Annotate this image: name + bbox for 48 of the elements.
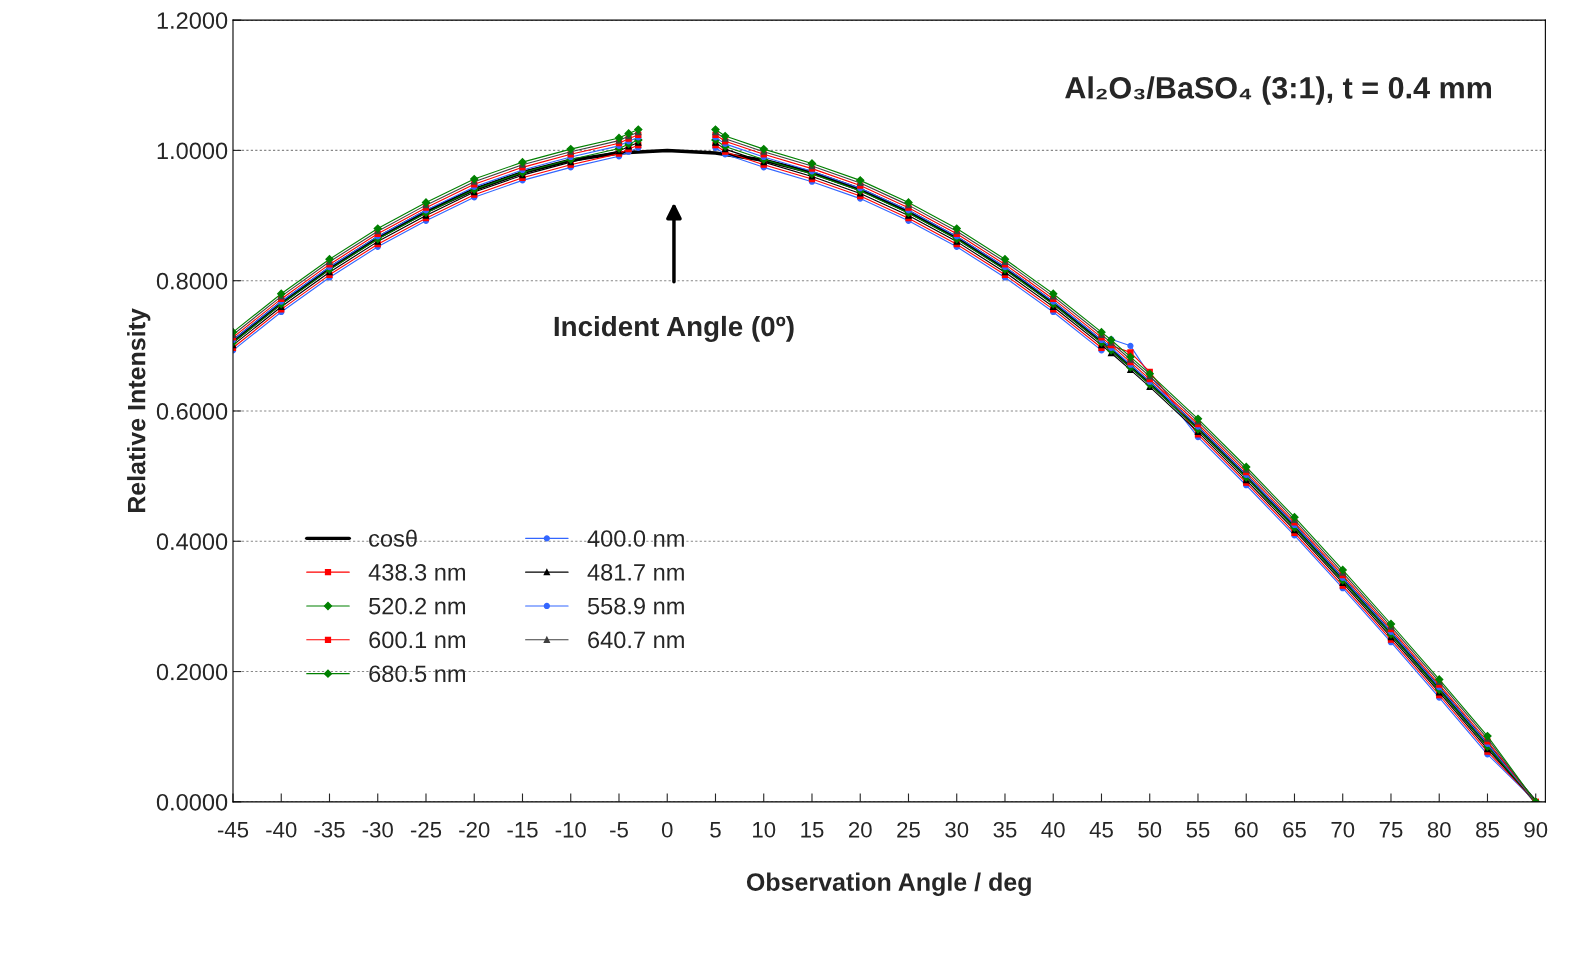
legend-label: 481.7 nm (587, 563, 684, 581)
legend-label: 438.3 nm (368, 563, 466, 581)
x-tick-label: 45 (1089, 822, 1113, 838)
y-tick-label: 1.2000 (157, 12, 228, 29)
annotation: Incident Angle (0º) (554, 315, 794, 342)
x-tick-label: 85 (1476, 821, 1499, 838)
x-tick-label: 55 (1186, 822, 1210, 838)
x-tick-label: 35 (993, 821, 1017, 838)
x-tick-label: -5 (610, 822, 628, 838)
legend-label: 558.9 nm (587, 597, 684, 615)
x-tick-label: 40 (1041, 821, 1065, 838)
x-tick-label: -10 (555, 821, 586, 838)
x-tick-label: 20 (849, 821, 872, 838)
x-tick-label: -30 (362, 821, 393, 838)
x-tick-label: -25 (410, 821, 442, 838)
x-tick-label: -15 (507, 822, 538, 838)
legend-label: 640.7 nm (588, 631, 684, 649)
y-tick-label: 0.6000 (156, 403, 228, 420)
x-tick-label: 70 (1331, 821, 1355, 838)
x-tick-label: -40 (266, 821, 297, 838)
x-tick-label: 10 (753, 821, 776, 838)
x-tick-label: 80 (1427, 821, 1451, 838)
legend-label: 520.2 nm (369, 597, 466, 615)
x-tick-label: 5 (710, 822, 721, 838)
x-tick-label: 60 (1235, 821, 1258, 838)
y-tick-label: 0.0000 (156, 793, 228, 811)
x-tick-label: -45 (217, 822, 249, 838)
legend-label: 400.0 nm (587, 530, 684, 547)
x-tick-label: 30 (945, 821, 969, 838)
annotation: Al₂O₃/BaSO₄ (3:1), t = 0.4 mm (1065, 76, 1491, 105)
x-tick-label: 15 (801, 822, 824, 838)
legend-label: cosθ (369, 529, 417, 547)
x-tick-label: 90 (1524, 821, 1548, 838)
y-tick-label: 0.2000 (156, 663, 228, 681)
x-tick-label: -20 (459, 821, 490, 838)
legend-label: 680.5 nm (369, 665, 466, 683)
x-tick-label: 50 (1138, 821, 1162, 838)
x-tick-label: -35 (314, 821, 345, 838)
x-tick-label: 0 (661, 821, 673, 838)
y-tick-label: 0.4000 (156, 533, 228, 551)
x-tick-label: 25 (897, 821, 920, 838)
x-axis-title: Observation Angle / deg (746, 872, 1031, 896)
y-tick-label: 1.0000 (157, 142, 228, 160)
y-axis-title: Relative Intensity (127, 308, 151, 513)
x-tick-label: 65 (1283, 821, 1306, 838)
y-tick-label: 0.8000 (156, 272, 228, 290)
x-tick-label: 75 (1379, 822, 1403, 838)
legend-label: 600.1 nm (369, 631, 466, 649)
